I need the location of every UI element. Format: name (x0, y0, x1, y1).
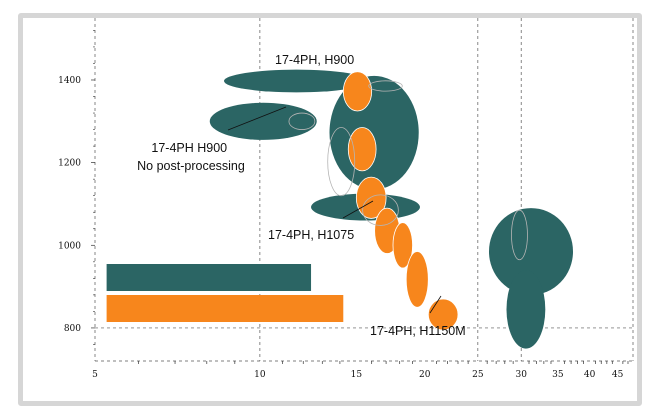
orange-region-1 (347, 127, 377, 172)
teal-region-0 (224, 69, 369, 93)
x-tick-15: 15 (351, 370, 363, 380)
y-tick-1000: 1000 (58, 241, 81, 251)
x-tick-20: 20 (419, 370, 431, 380)
ghost-region-0 (368, 80, 403, 92)
chart-frame: 5 10 15 20 25 30 35 40 45 800 1000 1200 1400 17-4PH,… (18, 13, 642, 406)
teal-region-1 (209, 102, 317, 140)
orange-region-0 (342, 71, 373, 112)
annotation-h1075: 17-4PH, H1075 (268, 228, 354, 242)
legend-bar-teal (106, 264, 312, 291)
y-tick-1400: 1400 (58, 76, 81, 86)
teal-region-4 (488, 208, 574, 295)
legend-bar-orange (106, 295, 344, 322)
x-tick-25: 25 (472, 370, 484, 380)
annotation-leaders (227, 106, 442, 314)
x-tick-10: 10 (254, 370, 266, 380)
ashby-chart: 5 10 15 20 25 30 35 40 45 800 1000 1200 1400 17-4PH,… (58, 18, 634, 380)
orange-region-5 (405, 251, 429, 308)
ghost-region-2 (511, 209, 528, 261)
orange-region-2 (355, 176, 387, 219)
x-tick-5: 5 (92, 370, 98, 380)
x-tick-45: 45 (612, 370, 624, 380)
teal-region-5 (506, 270, 546, 349)
x-tick-30: 30 (515, 370, 527, 380)
leader-h900-raw (227, 106, 287, 131)
y-tick-1200: 1200 (58, 159, 81, 169)
tick-labels: 5 10 15 20 25 30 35 40 45 800 1000 1200 1400 (58, 30, 629, 380)
x-tick-40: 40 (584, 370, 596, 380)
annotation-h900: 17-4PH, H900 (275, 53, 354, 67)
y-tick-800: 800 (64, 324, 81, 334)
ghost-region-1 (288, 112, 316, 130)
ghost-regions (288, 80, 528, 261)
leader-h1075 (342, 200, 374, 219)
ghost-region-4 (327, 127, 356, 197)
property-regions (209, 69, 574, 349)
ghost-region-3 (362, 194, 399, 226)
x-tick-35: 35 (552, 370, 564, 380)
orange-region-6 (427, 298, 459, 331)
annotation-h900-no-post-line2: No post-processing (137, 159, 245, 173)
annotation-h1150m: 17-4PH, H1150M (370, 324, 466, 338)
leader-h1150m (429, 295, 442, 314)
annotation-h900-no-post: 17-4PH H900 No post-processing (137, 141, 245, 173)
legend (106, 264, 344, 322)
annotations: 17-4PH, H900 17-4PH H900 No post-process… (137, 53, 466, 338)
orange-region-4 (392, 222, 413, 269)
teal-region-2 (329, 75, 419, 190)
annotation-h900-no-post-line1: 17-4PH H900 (151, 141, 227, 155)
